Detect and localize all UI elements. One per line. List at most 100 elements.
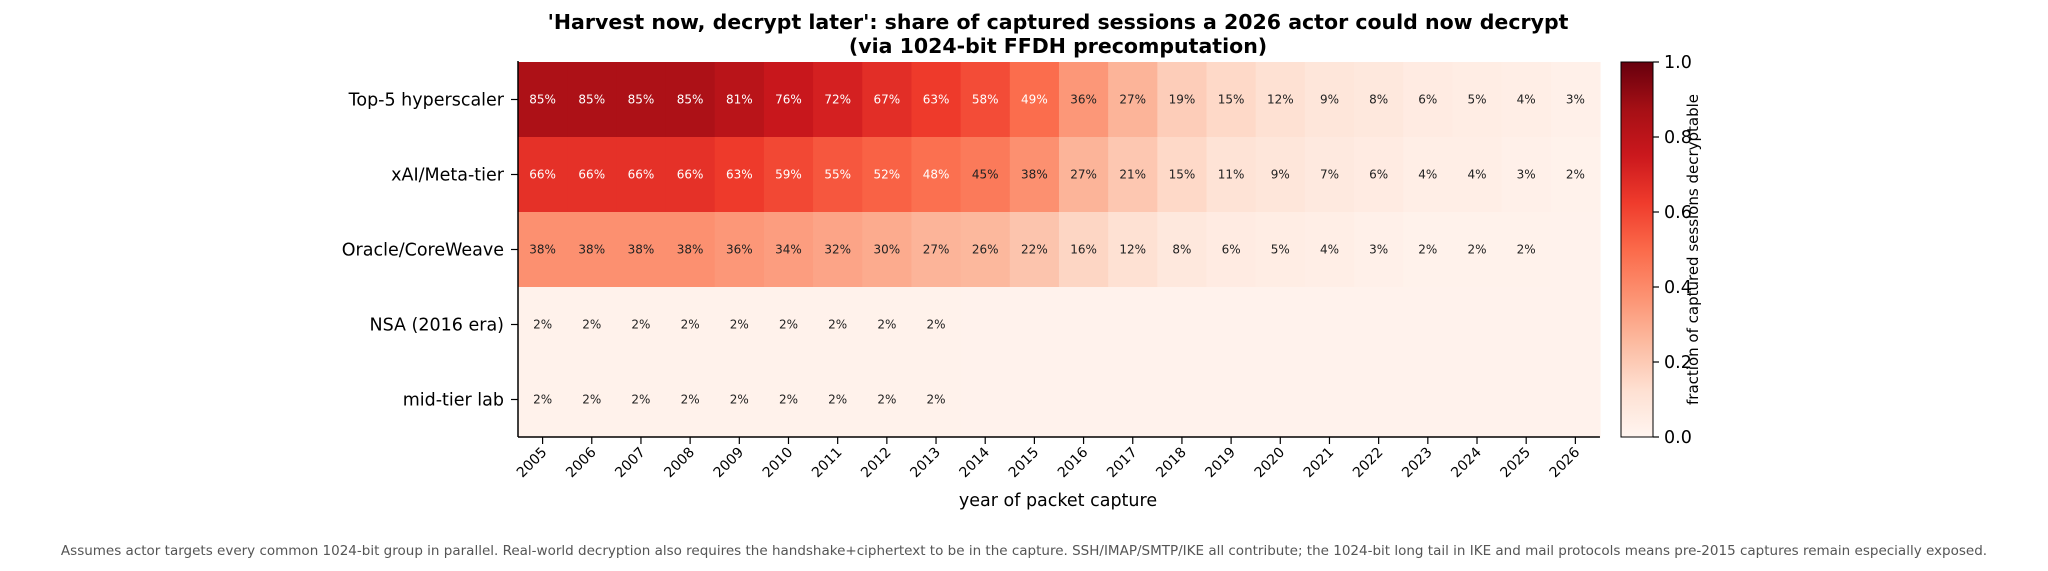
heatmap-cell (1354, 287, 1404, 363)
heatmap-cell (518, 212, 568, 288)
cell-value-label: 15% (1169, 168, 1196, 182)
x-tick-label: 2009 (711, 445, 748, 482)
heatmap-cell (862, 287, 913, 363)
heatmap-cell (960, 287, 1011, 363)
x-tick-label: 2017 (1104, 445, 1141, 482)
heatmap-cell (1009, 212, 1060, 288)
heatmap-cell (1058, 62, 1109, 138)
cell-value-label: 22% (1021, 243, 1048, 257)
heatmap-cell (714, 62, 765, 138)
y-tick-label: Oracle/CoreWeave (342, 241, 504, 261)
cell-value-label: 2% (927, 318, 946, 332)
heatmap-cells (518, 62, 1601, 438)
heatmap-cell (714, 212, 765, 288)
heatmap-cell (862, 62, 913, 138)
heatmap-cell (1403, 287, 1454, 363)
x-tick-label: 2008 (661, 445, 698, 482)
x-tick-label: 2020 (1252, 445, 1289, 482)
heatmap-cell (1452, 62, 1503, 138)
heatmap-cell (862, 212, 913, 288)
heatmap-cell (862, 362, 913, 438)
heatmap-cell (1157, 287, 1208, 363)
cell-value-label: 59% (775, 168, 802, 182)
cell-value-label: 85% (578, 93, 605, 107)
heatmap-cell (1206, 137, 1257, 213)
cell-value-label: 2% (582, 393, 601, 407)
heatmap-cell (1403, 137, 1454, 213)
cell-value-label: 8% (1369, 93, 1388, 107)
heatmap-cell (1550, 62, 1601, 138)
heatmap-cell (1354, 137, 1404, 213)
heatmap-cell (1255, 62, 1306, 138)
cell-value-label: 2% (877, 318, 896, 332)
footnote: Assumes actor targets every common 1024-… (60, 543, 1988, 559)
heatmap-cell (1157, 62, 1208, 138)
cell-value-label: 16% (1070, 243, 1097, 257)
x-tick-label: 2016 (1055, 444, 1092, 481)
cell-value-label: 55% (824, 168, 851, 182)
cell-value-label: 2% (1418, 243, 1437, 257)
heatmap-cell-labels: 85% 85% 85% 85% 81% 76% 72% 67% 63% 58% 49% 36% 27% 1… (529, 93, 1585, 407)
heatmap-cell (518, 362, 568, 438)
heatmap-cell (567, 287, 617, 363)
heatmap-cell (665, 287, 716, 363)
heatmap-cell (1403, 212, 1454, 288)
heatmap-cell (518, 287, 568, 363)
heatmap-cell (1304, 287, 1355, 363)
cell-value-label: 6% (1418, 93, 1437, 107)
heatmap-cell (1058, 287, 1109, 363)
heatmap-cell (1108, 287, 1158, 363)
heatmap-cell (1354, 212, 1404, 288)
cell-value-label: 5% (1271, 243, 1290, 257)
colorbar-tick-label: 0.8 (1664, 128, 1692, 148)
colorbar-tick-label: 0.6 (1664, 203, 1692, 223)
cell-value-label: 36% (1070, 93, 1097, 107)
x-axis-label: year of packet capture (959, 491, 1157, 511)
y-tick-label: NSA (2016 era) (370, 316, 505, 336)
heatmap-cell (1501, 212, 1552, 288)
heatmap-cell (813, 212, 863, 288)
cell-value-label: 21% (1119, 168, 1146, 182)
cell-value-label: 2% (730, 393, 749, 407)
heatmap-cell (616, 137, 667, 213)
heatmap-cell (1157, 362, 1208, 438)
colorbar (1620, 61, 1654, 438)
cell-value-label: 66% (529, 168, 556, 182)
cell-value-label: 2% (1517, 243, 1536, 257)
x-tick-label: 2024 (1448, 444, 1485, 481)
heatmap-cell (714, 287, 765, 363)
cell-value-label: 2% (877, 393, 896, 407)
cell-value-label: 2% (1566, 168, 1585, 182)
cell-value-label: 72% (824, 93, 851, 107)
heatmap-cell (1206, 212, 1257, 288)
x-tick-label: 2025 (1498, 445, 1535, 482)
cell-value-label: 19% (1169, 93, 1196, 107)
heatmap-cell (1009, 62, 1060, 138)
cell-value-label: 2% (730, 318, 749, 332)
x-tick-label: 2014 (957, 444, 994, 481)
heatmap-cell (1452, 362, 1503, 438)
cell-value-label: 2% (779, 393, 798, 407)
cell-value-label: 27% (923, 243, 950, 257)
y-tick-label: xAI/Meta-tier (391, 166, 505, 186)
plot-axes (511, 61, 1600, 438)
cell-value-label: 81% (726, 93, 753, 107)
cell-value-label: 2% (582, 318, 601, 332)
x-tick-label: 2015 (1006, 445, 1043, 482)
x-tick-label: 2021 (1301, 445, 1338, 482)
heatmap-cell (1255, 137, 1306, 213)
cell-value-label: 63% (923, 93, 950, 107)
heatmap-cell (813, 137, 863, 213)
heatmap-cell (616, 362, 667, 438)
chart-title-line2: (via 1024-bit FFDH precomputation) (849, 34, 1267, 58)
cell-value-label: 9% (1320, 93, 1339, 107)
heatmap-cell (1009, 362, 1060, 438)
cell-value-label: 12% (1119, 243, 1146, 257)
cell-value-label: 2% (1467, 243, 1486, 257)
cell-value-label: 2% (779, 318, 798, 332)
cell-value-label: 11% (1218, 168, 1245, 182)
heatmap-cell (1452, 287, 1503, 363)
cell-value-label: 3% (1369, 243, 1388, 257)
cell-value-label: 3% (1566, 93, 1585, 107)
heatmap-cell (911, 62, 962, 138)
